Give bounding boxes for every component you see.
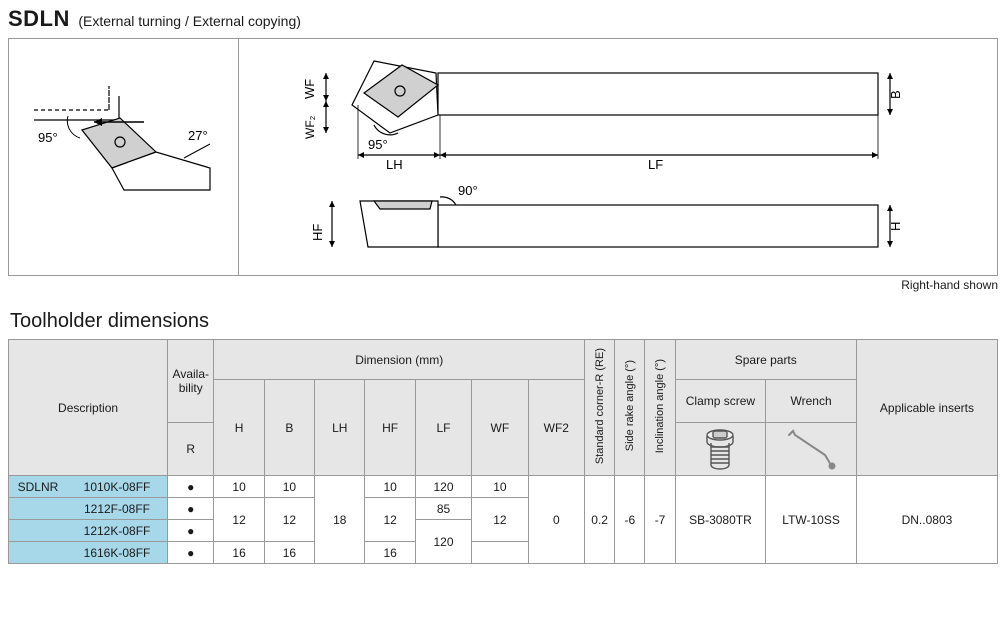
section-title: Toolholder dimensions <box>10 310 992 333</box>
th-r: R <box>168 423 214 476</box>
hf-0: 10 <box>365 476 415 498</box>
wrench-icon <box>781 427 841 471</box>
h-3: 16 <box>214 542 264 564</box>
top-95-label: 95° <box>368 137 388 152</box>
incl-all: -7 <box>645 476 675 564</box>
wf-0: 10 <box>472 476 528 498</box>
rake-all: -6 <box>615 476 645 564</box>
inserts-all: DN..0803 <box>856 476 997 564</box>
clamp-all: SB-3080TR <box>675 476 766 564</box>
th-wf: WF <box>472 380 528 476</box>
avail-2: ● <box>168 520 214 542</box>
right-hand-note: Right-hand shown <box>8 278 998 292</box>
hf-12: 12 <box>365 498 415 542</box>
avail-1: ● <box>168 498 214 520</box>
series-blank3 <box>9 542 67 564</box>
clamp-screw-icon-cell <box>675 423 766 476</box>
wf-12: 12 <box>472 498 528 542</box>
b-0: 10 <box>264 476 314 498</box>
lf-120: 120 <box>415 520 471 564</box>
re-all: 0.2 <box>585 476 615 564</box>
th-inserts: Applicable inserts <box>856 340 997 476</box>
diagram-frame: 95° 27° 95° <box>8 38 998 276</box>
th-h: H <box>214 380 264 476</box>
avail-0: ● <box>168 476 214 498</box>
th-hf: HF <box>365 380 415 476</box>
wf2-dim-label: WF₂ <box>303 115 317 139</box>
page-header: SDLN (External turning / External copyin… <box>8 6 992 32</box>
th-b: B <box>264 380 314 476</box>
h-dim-label: H <box>888 222 903 231</box>
th-dimension: Dimension (mm) <box>214 340 585 380</box>
product-subtitle: (External turning / External copying) <box>78 13 301 29</box>
th-incl: Inclination angle (°) <box>645 340 675 476</box>
clamp-screw-icon <box>700 427 740 471</box>
hf-3: 16 <box>365 542 415 564</box>
wrench-all: LTW-10SS <box>766 476 857 564</box>
b-3: 16 <box>264 542 314 564</box>
th-rake: Side rake angle (°) <box>615 340 645 476</box>
diagram-right: 95° LH LF WF WF₂ <box>239 39 997 275</box>
th-availability: Availa- bility <box>168 340 214 423</box>
diagram-left: 95° 27° <box>9 39 239 275</box>
th-spare: Spare parts <box>675 340 856 380</box>
lf-0: 120 <box>415 476 471 498</box>
angle-27-label: 27° <box>188 128 208 143</box>
h-0: 10 <box>214 476 264 498</box>
model-3: 1616K-08FF <box>67 542 168 564</box>
wrench-icon-cell <box>766 423 857 476</box>
wf2-all: 0 <box>528 476 584 564</box>
h-12: 12 <box>214 498 264 542</box>
hf-dim-label: HF <box>310 224 325 241</box>
cut-angle-diagram: 95° 27° <box>24 72 224 242</box>
lf-dim-label: LF <box>648 157 663 172</box>
th-wf2: WF2 <box>528 380 584 476</box>
lh-dim-label: LH <box>386 157 403 172</box>
product-code: SDLN <box>8 6 70 31</box>
th-description: Description <box>9 340 168 476</box>
th-lf: LF <box>415 380 471 476</box>
model-0: 1010K-08FF <box>67 476 168 498</box>
wf-3 <box>472 542 528 564</box>
dimensions-table: Description Availa- bility Dimension (mm… <box>8 339 998 564</box>
th-re: Standard corner-R (RE) <box>585 340 615 476</box>
dimension-diagram: 95° LH LF WF WF₂ <box>268 47 968 267</box>
model-2: 1212K-08FF <box>67 520 168 542</box>
wf-dim-label: WF <box>302 79 317 99</box>
series-label: SDLNR <box>9 476 67 498</box>
b-12: 12 <box>264 498 314 542</box>
angle-95-label: 95° <box>38 130 58 145</box>
avail-3: ● <box>168 542 214 564</box>
th-wrench: Wrench <box>766 380 857 423</box>
series-blank1 <box>9 498 67 520</box>
th-clamp: Clamp screw <box>675 380 766 423</box>
series-blank2 <box>9 520 67 542</box>
model-1: 1212F-08FF <box>67 498 168 520</box>
lh-all: 18 <box>315 476 365 564</box>
side-90-label: 90° <box>458 183 478 198</box>
lf-1: 85 <box>415 498 471 520</box>
th-lh: LH <box>315 380 365 476</box>
